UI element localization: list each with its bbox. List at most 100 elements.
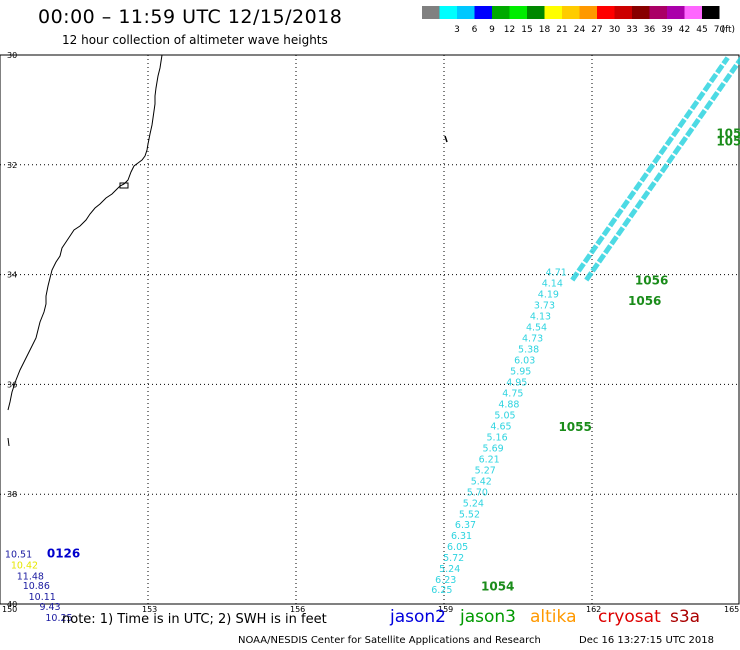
legend-swatch	[597, 6, 615, 19]
satellite-s3a: s3a	[670, 607, 701, 627]
swh-reading: 10.51	[5, 549, 32, 560]
swh-reading: 4.71	[546, 268, 567, 279]
longitude-label: 159	[438, 605, 453, 614]
swh-reading: 4.54	[526, 323, 547, 334]
swh-reading: 6.37	[455, 520, 476, 531]
legend-tick-label: 18	[539, 25, 551, 35]
map-frame	[0, 54, 740, 605]
swh-reading: 5.72	[443, 553, 464, 564]
dense-track-line	[584, 56, 740, 282]
swh-reading: 10.42	[11, 560, 38, 571]
pass-time-label: 1054	[481, 579, 514, 593]
swh-reading: 5.38	[518, 345, 539, 356]
satellite-cryosat: cryosat	[598, 607, 661, 627]
legend-tick-label: 39	[661, 25, 673, 35]
latitude-label: 38	[7, 490, 17, 499]
map-title: 00:00 – 11:59 UTC 12/15/2018	[38, 6, 343, 28]
dense-track-band	[570, 56, 740, 282]
coastline-inlet	[119, 182, 129, 189]
swh-reading: 11.48	[17, 571, 44, 582]
legend-tick-label: 33	[626, 25, 637, 35]
legend-tick-label: 9	[489, 25, 495, 35]
footer-note: note: 1) Time is in UTC; 2) SWH is in fe…	[62, 612, 327, 627]
legend-swatch	[614, 6, 632, 19]
legend-swatch	[422, 6, 440, 19]
color-legend: 3 6 9 12 15 18 21 24 27 30 33 36 39 42 45 70(ft)	[422, 6, 736, 35]
swh-reading: 5.24	[439, 564, 460, 575]
longitude-label: 162	[586, 605, 601, 614]
swh-reading: 4.13	[530, 312, 551, 323]
satellite-jason3: jason3	[460, 607, 516, 627]
swh-reading: 6.05	[447, 542, 468, 553]
legend-swatch	[632, 6, 650, 19]
pass-time-label: 1056	[635, 273, 668, 287]
legend-swatch	[649, 6, 667, 19]
legend-tick-label: 42	[679, 25, 690, 35]
swh-reading: 6.23	[435, 575, 456, 586]
legend-swatch	[492, 6, 510, 19]
satellite-jason2: jason2	[390, 607, 446, 627]
swh-reading: 6.21	[479, 454, 500, 465]
satellite-altika: altika	[530, 607, 577, 627]
swh-reading: 3.73	[534, 301, 555, 312]
legend-swatch	[579, 6, 597, 19]
swh-reading: 4.73	[522, 334, 543, 345]
legend-swatch	[474, 6, 492, 19]
swh-reading: 4.14	[542, 279, 563, 290]
legend-tick-label: 45	[696, 25, 707, 35]
swh-reading: 9.43	[39, 602, 60, 613]
swh-reading: 5.24	[463, 498, 484, 509]
latitude-label: 30	[7, 51, 17, 60]
swh-reading: 4.75	[502, 388, 523, 399]
swh-reading: 5.27	[475, 465, 496, 476]
swh-reading: 5.42	[471, 476, 492, 487]
longitude-label: 150	[2, 605, 17, 614]
legend-swatch	[527, 6, 545, 19]
legend-tick-label: 3	[454, 25, 460, 35]
swh-reading: 5.95	[510, 367, 531, 378]
swh-reading: 5.69	[483, 443, 504, 454]
map-subtitle: 12 hour collection of altimeter wave hei…	[62, 33, 328, 47]
legend-swatch	[544, 6, 562, 19]
legend-tick-label: 21	[556, 25, 567, 35]
latitude-label: 40	[7, 600, 17, 609]
legend-swatch	[684, 6, 702, 19]
swh-reading: 5.70	[467, 487, 488, 498]
pass-time-label: 1057	[716, 126, 740, 140]
legend-swatch	[457, 6, 475, 19]
latitude-label: 34	[7, 271, 17, 280]
swh-reading: 10.86	[23, 581, 50, 592]
credit-line: NOAA/NESDIS Center for Satellite Applica…	[238, 635, 541, 646]
swh-reading: 4.95	[506, 377, 527, 388]
latitude-label: 36	[7, 380, 17, 389]
swh-reading: 5.16	[486, 432, 507, 443]
swh-reading: 10.11	[29, 592, 56, 603]
dense-track-line	[570, 56, 730, 282]
swh-reading: 5.52	[459, 509, 480, 520]
pass-time-label: 0126	[47, 546, 80, 560]
swh-reading: 4.88	[498, 399, 519, 410]
swh-reading: 6.03	[514, 356, 535, 367]
pass-time-label: 1057	[716, 135, 740, 149]
legend-swatch	[439, 6, 457, 19]
legend-unit: (ft)	[722, 25, 736, 35]
legend-tick-label: 12	[504, 25, 515, 35]
legend-swatch	[562, 6, 580, 19]
legend-tick-label: 15	[521, 25, 532, 35]
legend-tick-label: 24	[574, 25, 586, 35]
legend-tick-label: 36	[644, 25, 656, 35]
swh-reading: 4.65	[490, 421, 511, 432]
latitude-label: 32	[7, 161, 17, 170]
legend-tick-label: 30	[609, 25, 621, 35]
coastline	[7, 54, 163, 411]
pass-time-label: 1055	[558, 420, 591, 434]
legend-swatch	[702, 6, 720, 19]
pass-time-label: 1056	[628, 294, 661, 308]
longitude-label: 153	[142, 605, 157, 614]
swh-reading: 5.05	[494, 410, 515, 421]
longitude-label: 156	[290, 605, 305, 614]
legend-tick-label: 70	[714, 25, 726, 35]
island-mark	[444, 135, 448, 143]
